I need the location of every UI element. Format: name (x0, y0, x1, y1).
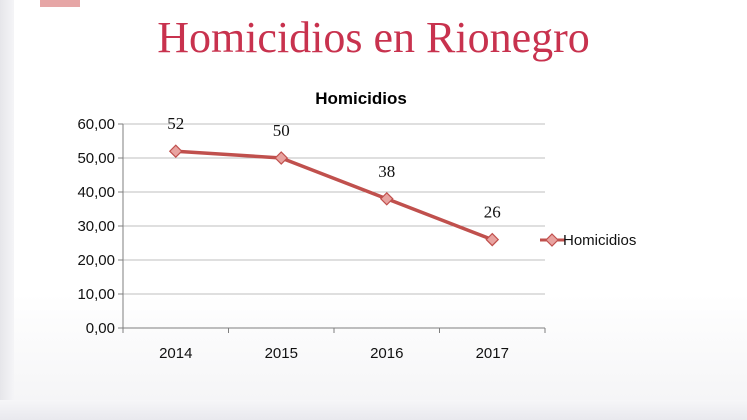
gridlines (123, 123, 545, 295)
y-tick-label-50: 50,00 (77, 150, 115, 167)
slide-bottom-edge (0, 400, 747, 420)
slide-corner-accent (40, 0, 80, 7)
slide-title: Homicidios en Rionegro (157, 13, 590, 62)
data-label-2015: 50 (273, 121, 290, 140)
data-point-2015 (274, 151, 289, 165)
y-tick-label-40: 40,00 (77, 184, 115, 201)
x-axis-tick-labels: 2014 2015 2016 2017 (159, 345, 509, 362)
legend: Homicidios (540, 232, 636, 249)
series-homicidios (168, 144, 500, 247)
x-tick-label-2015: 2015 (265, 345, 298, 362)
series-line-0 (175, 149, 493, 242)
data-point-2017 (485, 232, 500, 247)
y-tick-label-10: 10,00 (77, 286, 115, 303)
legend-marker (545, 233, 559, 247)
data-label-2014: 52 (167, 114, 184, 133)
y-tick-label-30: 30,00 (77, 218, 115, 235)
x-tick-label-2014: 2014 (159, 345, 192, 362)
y-tick-label-60: 60,00 (77, 116, 115, 133)
data-label-2017: 26 (484, 203, 501, 222)
slide-left-strip (0, 0, 14, 420)
data-label-2016: 38 (378, 162, 395, 181)
y-axis-tick-labels: 0,00 10,00 20,00 30,00 40,00 50,00 60,00 (77, 116, 115, 337)
data-point-2014 (168, 144, 183, 159)
y-tick-label-0: 0,00 (86, 320, 115, 337)
data-point-2016 (379, 191, 394, 206)
axes (118, 123, 546, 333)
y-tick-label-20: 20,00 (77, 252, 115, 269)
x-tick-label-2017: 2017 (476, 345, 509, 362)
x-tick-label-2016: 2016 (370, 345, 403, 362)
chart-title: Homicidios (315, 89, 407, 108)
data-labels: 52 50 38 26 (167, 114, 501, 221)
legend-label: Homicidios (563, 232, 636, 249)
